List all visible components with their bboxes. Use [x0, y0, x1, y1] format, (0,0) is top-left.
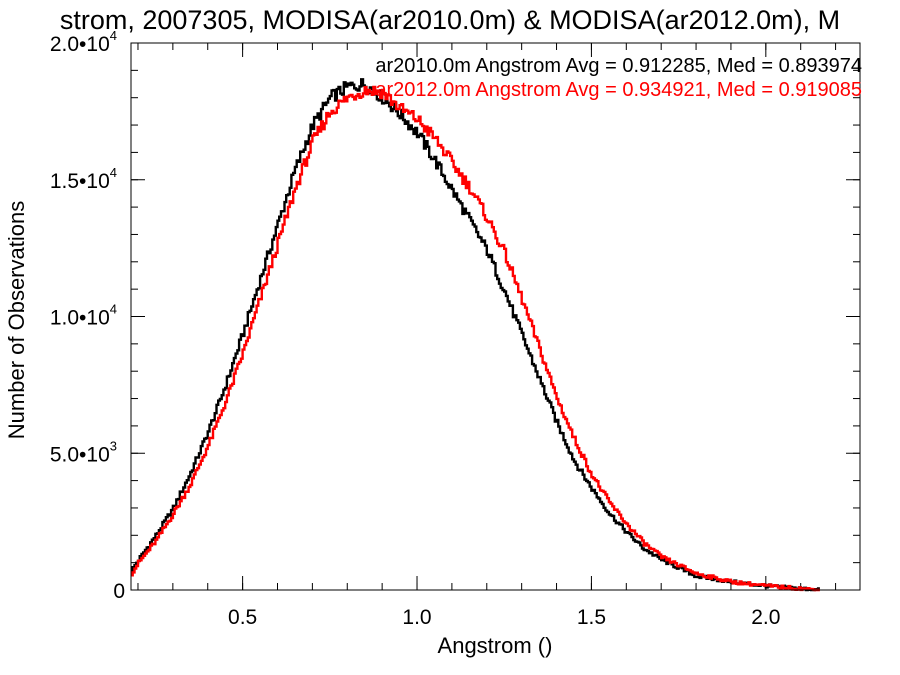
x-tick-label: 1.5 [577, 606, 606, 629]
x-tick-label: 2.0 [751, 606, 780, 629]
chart-title: strom, 2007305, MODISA(ar2010.0m) & MODI… [60, 5, 840, 35]
y-tick-label: 5.0•103 [50, 438, 117, 466]
y-tick-exponent: 4 [110, 28, 117, 43]
tick-labels: 0.5 1.0 1.5 2.0 0 5.0•103 1.0•104 1.5•104 2.0•10… [50, 28, 781, 629]
y-tick-label: 0 [113, 580, 125, 603]
legend-item-ar2010.0m: ar2010.0m Angstrom Avg = 0.912285, Med =… [375, 55, 862, 77]
y-tick-label: 2.0•104 [50, 28, 117, 56]
x-tick-label: 1.0 [402, 606, 431, 629]
y-tick-exponent: 4 [110, 302, 117, 317]
x-axis-label: Angstrom () [438, 633, 553, 658]
y-tick-label: 1.0•104 [50, 302, 117, 330]
y-tick-exponent: 4 [110, 165, 117, 180]
axis-ticks [131, 42, 860, 591]
y-axis-label: Number of Observations [4, 201, 29, 439]
series-ar2010.0m [131, 78, 820, 592]
y-tick-exponent: 3 [110, 438, 117, 453]
plot-frame [130, 42, 861, 591]
legend: ar2010.0m Angstrom Avg = 0.912285, Med =… [375, 55, 862, 101]
y-tick-label: 1.5•104 [50, 165, 117, 193]
x-tick-label: 0.5 [228, 606, 257, 629]
legend-item-ar2012.0m: ar2012.0m Angstrom Avg = 0.934921, Med =… [375, 79, 862, 101]
series-ar2012.0m [131, 85, 820, 592]
series-layer [131, 78, 820, 592]
